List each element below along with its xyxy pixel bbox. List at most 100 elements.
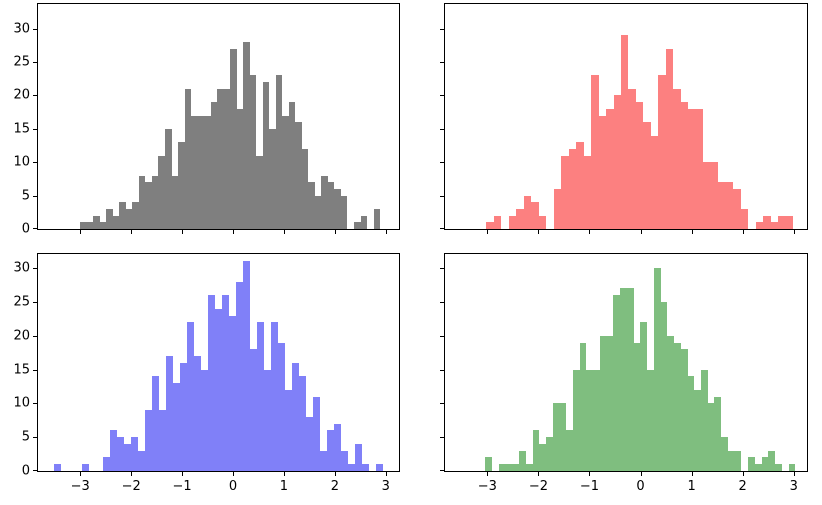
y-axis-tick <box>440 28 444 30</box>
y-axis-tick <box>33 62 37 64</box>
x-axis-tick-label: 2 <box>330 479 339 494</box>
x-axis-tick <box>283 230 285 234</box>
x-axis-tick <box>233 230 234 234</box>
histogram-bar <box>116 437 124 471</box>
histogram-bar <box>768 450 776 471</box>
histogram-bar <box>606 335 614 471</box>
histogram-bar <box>523 195 532 229</box>
histogram-bar <box>621 35 629 229</box>
histogram-bar <box>301 148 309 229</box>
histogram-bar <box>53 464 61 471</box>
histogram-bar <box>235 281 243 471</box>
x-axis-tick <box>538 472 540 476</box>
y-axis-tick <box>440 228 444 229</box>
x-axis-tick-label: −3 <box>477 479 497 494</box>
histogram-bar <box>552 403 560 471</box>
x-axis-tick <box>385 230 387 234</box>
histogram-bar <box>561 155 569 229</box>
histogram-bar <box>755 222 764 229</box>
histogram-bar <box>326 430 334 471</box>
histogram-bar <box>334 188 341 229</box>
histogram-bar <box>340 450 348 471</box>
histogram-bar <box>606 108 614 229</box>
histogram-bar <box>144 410 152 471</box>
histogram-bar <box>262 82 270 229</box>
histogram-bar <box>373 208 381 229</box>
histogram-bar <box>151 376 159 471</box>
y-axis-tick-label: 0 <box>21 221 30 237</box>
x-axis-tick <box>182 230 184 234</box>
histogram-bar <box>193 356 201 471</box>
histogram-bar <box>559 403 567 471</box>
histogram-bar <box>200 369 208 471</box>
histogram-bar <box>151 175 159 229</box>
histogram-bar <box>599 335 607 471</box>
y-axis-tick <box>33 28 37 30</box>
x-axis-tick <box>334 472 336 476</box>
histogram-bar <box>727 450 735 471</box>
y-axis-tick-label: 30 <box>13 260 30 276</box>
histogram-bar <box>694 389 701 471</box>
y-axis-tick <box>33 470 37 471</box>
histogram-bar <box>754 464 762 471</box>
histogram-bar <box>354 443 362 471</box>
y-axis-tick-label: 20 <box>13 328 30 344</box>
histogram-bar <box>214 308 222 471</box>
histogram-bar <box>545 437 553 471</box>
x-axis-tick <box>691 472 693 476</box>
x-axis-tick-label: 0 <box>228 479 238 494</box>
histogram-bar <box>628 88 636 229</box>
histogram-bar <box>740 208 749 229</box>
histogram-bar <box>132 202 139 229</box>
histogram-bar <box>512 464 520 471</box>
histogram-bar <box>191 115 198 229</box>
y-axis-tick <box>440 195 444 197</box>
histogram-bar <box>93 215 100 229</box>
histogram-bar <box>635 102 644 229</box>
x-axis-tick <box>233 472 234 476</box>
histogram-bar <box>106 208 113 229</box>
histogram-bar <box>725 182 734 229</box>
histogram-bar <box>249 349 257 471</box>
histogram-bar <box>538 215 547 229</box>
y-axis-tick-label: 25 <box>13 294 30 310</box>
histogram-bar <box>531 202 539 229</box>
histogram-bar <box>598 115 607 229</box>
histogram-bar <box>125 208 133 229</box>
x-axis-tick <box>334 230 336 234</box>
histogram-bar <box>236 108 244 229</box>
histogram-bar <box>620 288 627 471</box>
histogram-bar <box>256 322 264 471</box>
histogram-bar <box>270 322 278 471</box>
x-axis-tick-label: −1 <box>579 479 600 494</box>
x-axis-tick <box>131 472 133 476</box>
y-axis-tick-label: 15 <box>13 362 30 378</box>
histogram-bar <box>165 356 173 471</box>
y-axis-tick-label: 25 <box>13 54 30 70</box>
histogram-bar <box>695 108 704 229</box>
histogram-bar <box>333 423 341 471</box>
histogram-bar <box>312 396 320 471</box>
y-axis-tick <box>440 470 444 471</box>
histogram-bar <box>228 315 236 471</box>
histogram-bar <box>733 188 741 229</box>
y-axis-tick <box>440 403 444 405</box>
histogram-bar <box>99 222 107 229</box>
histogram-bar <box>138 175 146 229</box>
histogram-bar <box>493 215 502 229</box>
histogram-bar <box>102 457 110 471</box>
histogram-bar <box>249 75 257 229</box>
histogram-bar <box>164 128 172 229</box>
y-axis-tick <box>440 128 444 130</box>
histogram-bar <box>172 383 180 471</box>
histogram-bar <box>197 115 205 229</box>
y-axis-tick <box>33 162 37 164</box>
histogram-bar <box>243 42 250 229</box>
histogram-bar <box>593 369 600 471</box>
x-axis-tick <box>80 472 82 476</box>
histogram-bar <box>710 162 719 229</box>
x-axis-tick <box>742 472 744 476</box>
histogram-bar <box>86 222 94 229</box>
y-axis-tick <box>33 128 37 130</box>
histogram-bar <box>158 410 166 471</box>
